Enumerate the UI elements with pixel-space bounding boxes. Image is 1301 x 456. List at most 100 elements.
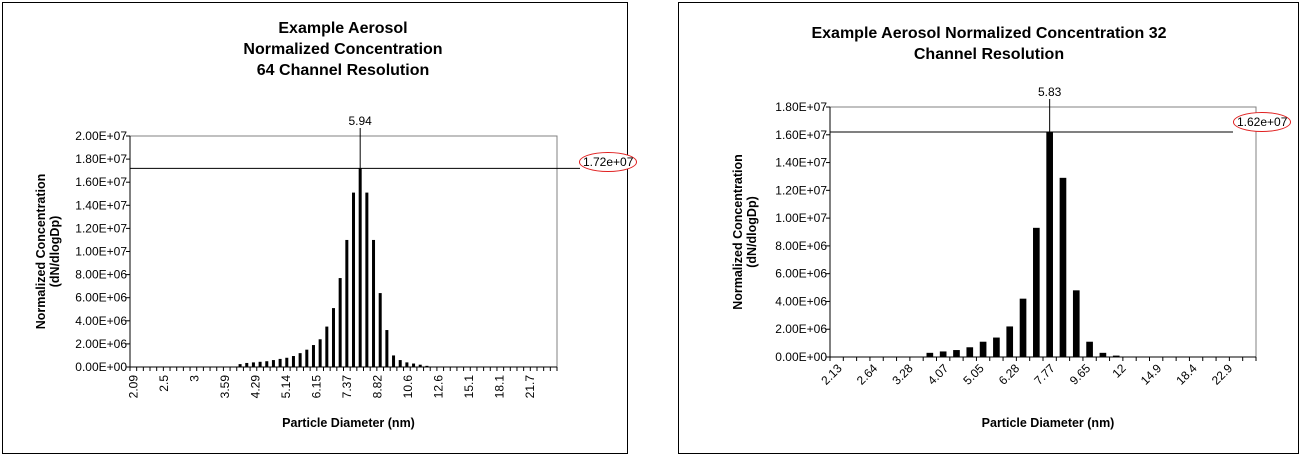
x-tick-label: 3.59 [218, 375, 232, 399]
x-tick-label: 14.9 [1138, 361, 1165, 388]
x-tick-label: 4.07 [925, 361, 952, 388]
bar [372, 239, 376, 367]
peak-value-badge-32: 1.62e+07 [1233, 112, 1292, 132]
bar [926, 352, 934, 357]
bar [425, 365, 429, 367]
y-axis-title-line-1: Normalized Concentration [731, 154, 745, 310]
x-axis-title: Particle Diameter (nm) [982, 416, 1115, 430]
x-tick-label: 2.64 [854, 361, 881, 388]
chart-title: Example Aerosol Normalized Concentration… [739, 23, 1239, 65]
bar [953, 350, 960, 357]
chart-title-line-1: Example Aerosol [278, 20, 408, 37]
bar [378, 293, 382, 367]
bar [298, 353, 302, 367]
y-tick-label: 2.00E+06 [75, 337, 127, 351]
bar [338, 278, 342, 367]
x-tick-label: 15.1 [462, 375, 476, 399]
bar [285, 357, 289, 367]
x-tick-label: 2.09 [126, 375, 140, 399]
y-tick-label: 2.00E+06 [775, 322, 827, 336]
x-tick-label: 4.29 [248, 375, 262, 399]
bar [311, 345, 315, 367]
plot-area-frame [129, 135, 558, 368]
y-tick-label: 6.00E+06 [75, 291, 127, 305]
y-tick-label: 1.60E+07 [75, 175, 127, 189]
x-tick-label: 2.13 [818, 361, 845, 388]
y-tick-label: 1.00E+07 [775, 211, 827, 225]
chart-title-line-2: Channel Resolution [913, 46, 1065, 63]
bar [251, 362, 255, 367]
x-tick-label: 6.15 [309, 375, 323, 399]
bar [1099, 352, 1107, 357]
x-tick-label: 3.28 [889, 361, 916, 388]
bar [1072, 290, 1080, 357]
y-tick-label: 1.40E+07 [75, 198, 127, 212]
chart-title-line-3: 64 Channel Resolution [256, 62, 430, 79]
y-axis-title-line-1: Normalized Concentration [34, 174, 48, 330]
bar [258, 361, 262, 367]
chart-title-line-2: Normalized Concentration [243, 41, 443, 58]
y-tick-label: 1.40E+07 [775, 156, 827, 170]
bar [418, 364, 422, 367]
bar [412, 363, 416, 367]
bar [271, 360, 275, 367]
y-axis-title-line-2: (dN/dlogDp) [48, 216, 62, 288]
peak-value-badge-64: 1.72e+07 [579, 152, 638, 172]
bar [305, 349, 309, 367]
x-tick-label: 21.7 [523, 375, 537, 399]
y-tick-label: 6.00E+06 [775, 267, 827, 281]
x-tick-label: 10.6 [401, 375, 415, 399]
x-tick-label: 7.37 [340, 375, 354, 399]
bar [1033, 227, 1040, 357]
y-tick-label: 1.80E+07 [775, 100, 827, 114]
bar [1059, 177, 1067, 357]
y-tick-label: 4.00E+06 [75, 314, 127, 328]
bar [245, 362, 249, 367]
x-tick-label: 12.6 [431, 375, 445, 399]
bar [265, 361, 269, 367]
y-tick-label: 1.20E+07 [75, 221, 127, 235]
x-tick-label: 18.4 [1173, 361, 1200, 388]
bar [966, 347, 974, 357]
bar [398, 360, 402, 367]
bar [365, 192, 369, 367]
x-tick-label: 2.5 [157, 375, 171, 392]
x-tick-label: 5.05 [960, 361, 987, 388]
y-tick-label: 8.00E+06 [75, 268, 127, 282]
x-tick-label: 12 [1109, 361, 1129, 381]
bar [392, 355, 396, 367]
bar [331, 308, 335, 367]
x-axis-title: Particle Diameter (nm) [282, 416, 415, 430]
y-tick-label: 1.80E+07 [75, 152, 127, 166]
x-tick-label: 3 [187, 375, 201, 382]
bar [1006, 326, 1014, 357]
bar [325, 326, 329, 367]
bar [1019, 298, 1027, 357]
y-tick-label: 0.00E+00 [775, 350, 827, 364]
bar [345, 239, 349, 367]
y-tick-label: 1.00E+07 [75, 245, 127, 259]
y-tick-label: 8.00E+06 [775, 239, 827, 253]
chart-panel-64-channel: Example Aerosol Normalized Concentration… [2, 2, 628, 454]
peak-diameter-label: 5.94 [349, 114, 373, 128]
x-tick-label: 5.14 [279, 375, 293, 399]
bar [1086, 341, 1093, 357]
plot-area-frame [829, 106, 1257, 358]
x-tick-label: 22.9 [1209, 361, 1236, 388]
x-tick-label: 6.28 [996, 361, 1023, 388]
y-tick-label: 1.60E+07 [775, 128, 827, 142]
chart-panel-32-channel: Example Aerosol Normalized Concentration… [678, 2, 1299, 454]
bar [993, 337, 1000, 357]
chart-title: Example Aerosol Normalized Concentration… [153, 18, 533, 81]
bar [939, 351, 947, 357]
chart-title-line-1: Example Aerosol Normalized Concentration… [811, 25, 1167, 42]
y-tick-label: 0.00E+00 [75, 360, 127, 374]
x-tick-label: 8.82 [370, 375, 384, 399]
bar [1112, 355, 1120, 357]
y-axis-title-line-2: (dN/dlogDp) [745, 196, 759, 268]
peak-diameter-label: 5.83 [1038, 85, 1062, 99]
bar [352, 192, 356, 367]
y-tick-label: 4.00E+06 [775, 294, 827, 308]
x-tick-label: 18.1 [492, 375, 506, 399]
